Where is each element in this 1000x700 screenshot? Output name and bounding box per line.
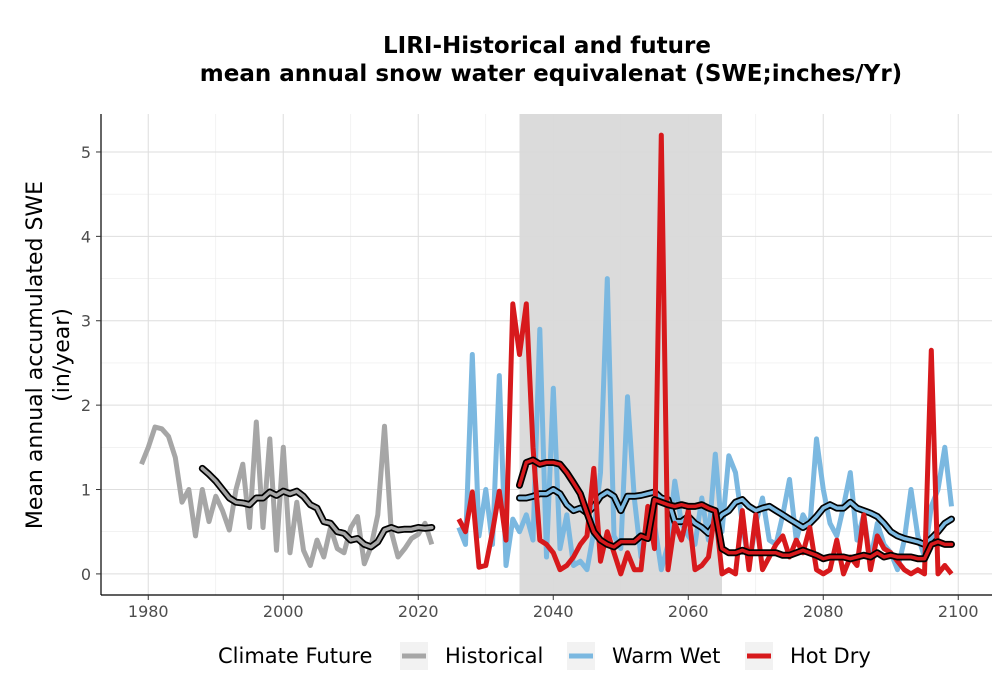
chart-title: LIRI-Historical and future xyxy=(383,33,711,59)
y-tick-label: 5 xyxy=(81,143,91,162)
y-axis-title: Mean annual accumulated SWE (in/year) xyxy=(23,181,75,529)
x-tick-label: 2040 xyxy=(533,602,574,621)
series-hot-dry-line xyxy=(456,132,954,577)
legend-label-warm-wet: Warm Wet xyxy=(612,644,720,668)
legend: Climate Future Historical Warm Wet Hot D… xyxy=(218,642,871,670)
x-tick-label: 1980 xyxy=(128,602,169,621)
x-tick-label: 2020 xyxy=(398,602,439,621)
y-tick-label: 3 xyxy=(81,312,91,331)
legend-label-historical: Historical xyxy=(445,644,543,668)
y-tick-label: 0 xyxy=(81,565,91,584)
chart-subtitle: mean annual snow water equivalenat (SWE;… xyxy=(200,61,902,87)
series-historical-smoothed-line xyxy=(200,466,434,549)
legend-item-historical: Historical xyxy=(400,642,543,670)
y-tick-label: 4 xyxy=(81,227,91,246)
x-tick-label: 2100 xyxy=(938,602,979,621)
x-tick-label: 2000 xyxy=(263,602,304,621)
x-tick-label: 2060 xyxy=(668,602,709,621)
x-tick-label: 2080 xyxy=(803,602,844,621)
legend-label-hot-dry: Hot Dry xyxy=(790,644,871,668)
series-historical-line xyxy=(139,419,435,568)
legend-title: Climate Future xyxy=(218,644,372,668)
y-tick-label: 2 xyxy=(81,396,91,415)
y-axis-label-line1: Mean annual accumulated SWE xyxy=(23,181,48,529)
legend-item-warm-wet: Warm Wet xyxy=(567,642,720,670)
y-tick-label: 1 xyxy=(81,481,91,500)
legend-item-hot-dry: Hot Dry xyxy=(745,642,871,670)
series-hot-dry-smoothed-line xyxy=(517,458,954,561)
y-axis-label-line2: (in/year) xyxy=(50,308,75,402)
plot-area: 1980 2000 2020 2040 2060 2080 2100 0 1 2 3 4 5 xyxy=(81,114,992,621)
